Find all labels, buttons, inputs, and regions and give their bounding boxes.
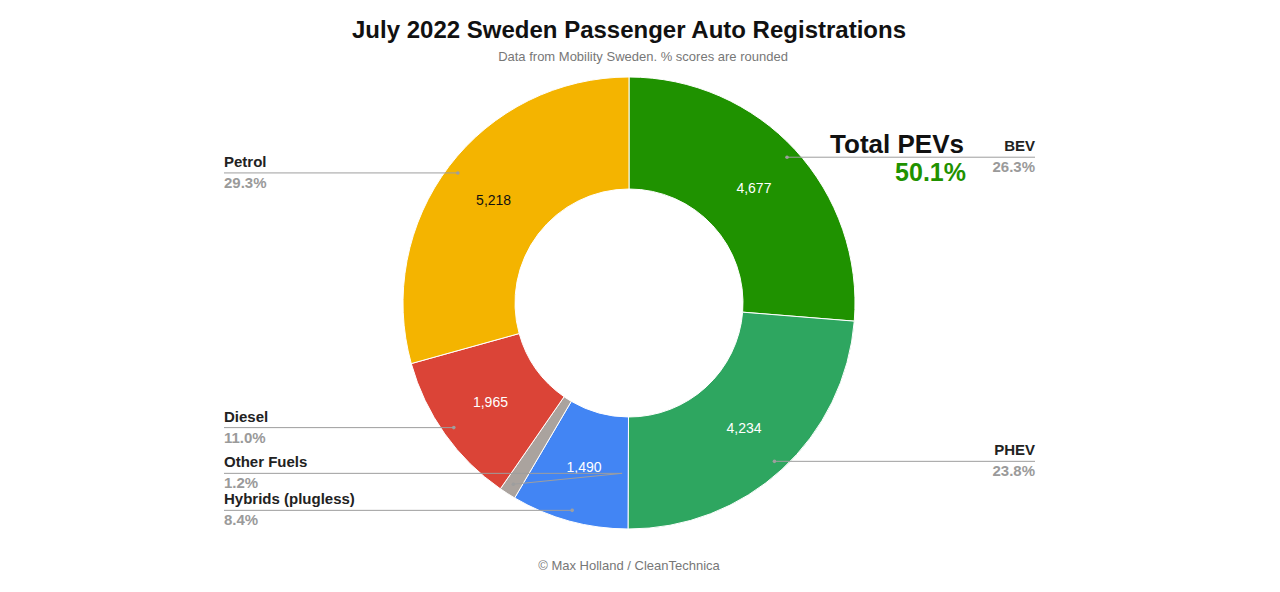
leader-dot xyxy=(785,155,789,159)
percent-label: 26.3% xyxy=(992,158,1035,175)
category-label: Diesel xyxy=(224,408,268,425)
leader-dot xyxy=(452,426,456,430)
leader-dot xyxy=(773,460,777,464)
slice xyxy=(628,312,854,529)
leader-line xyxy=(224,510,572,511)
percent-label: 29.3% xyxy=(224,174,267,191)
percent-label: 8.4% xyxy=(224,511,258,528)
percent-label: 11.0% xyxy=(224,429,266,446)
background xyxy=(0,0,1280,592)
category-label: Petrol xyxy=(224,153,267,170)
category-label: Other Fuels xyxy=(224,453,307,470)
labels: 4,677 4,234 1,490 1,965 5,218 xyxy=(473,180,772,475)
data-label: 1,490 xyxy=(567,459,602,475)
annotation-value: 50.1% xyxy=(895,158,966,186)
data-label: 4,677 xyxy=(736,180,771,196)
data-label: 5,218 xyxy=(476,192,511,208)
category-label: PHEV xyxy=(994,441,1035,458)
slice xyxy=(403,77,629,364)
leader-dot xyxy=(456,171,460,175)
title: July 2022 Sweden Passenger Auto Registra… xyxy=(352,16,906,43)
percent-label: 23.8% xyxy=(992,462,1035,479)
subtitle: Data from Mobility Sweden. % scores are … xyxy=(498,49,788,64)
percent-label: 1.2% xyxy=(224,474,258,491)
leader-dot xyxy=(512,482,516,486)
footer: © Max Holland / CleanTechnica xyxy=(538,558,720,573)
chart: July 2022 Sweden Passenger Auto Registra… xyxy=(0,0,1280,592)
data-label: 1,965 xyxy=(473,394,508,410)
outside-labels: BEV 26.3% PHEV 23.8% Hybrids (plugless) 8.4% O… xyxy=(224,137,1035,528)
chart-root: July 2022 Sweden Passenger Auto Registra… xyxy=(0,0,1280,592)
leader-dot xyxy=(570,509,574,513)
category-label: Hybrids (plugless) xyxy=(224,490,355,507)
leader-line xyxy=(224,473,622,484)
slice xyxy=(629,77,855,321)
category-label: BEV xyxy=(1004,137,1035,154)
data-label: 4,234 xyxy=(726,420,761,436)
annotation: Total PEVs xyxy=(830,129,964,159)
